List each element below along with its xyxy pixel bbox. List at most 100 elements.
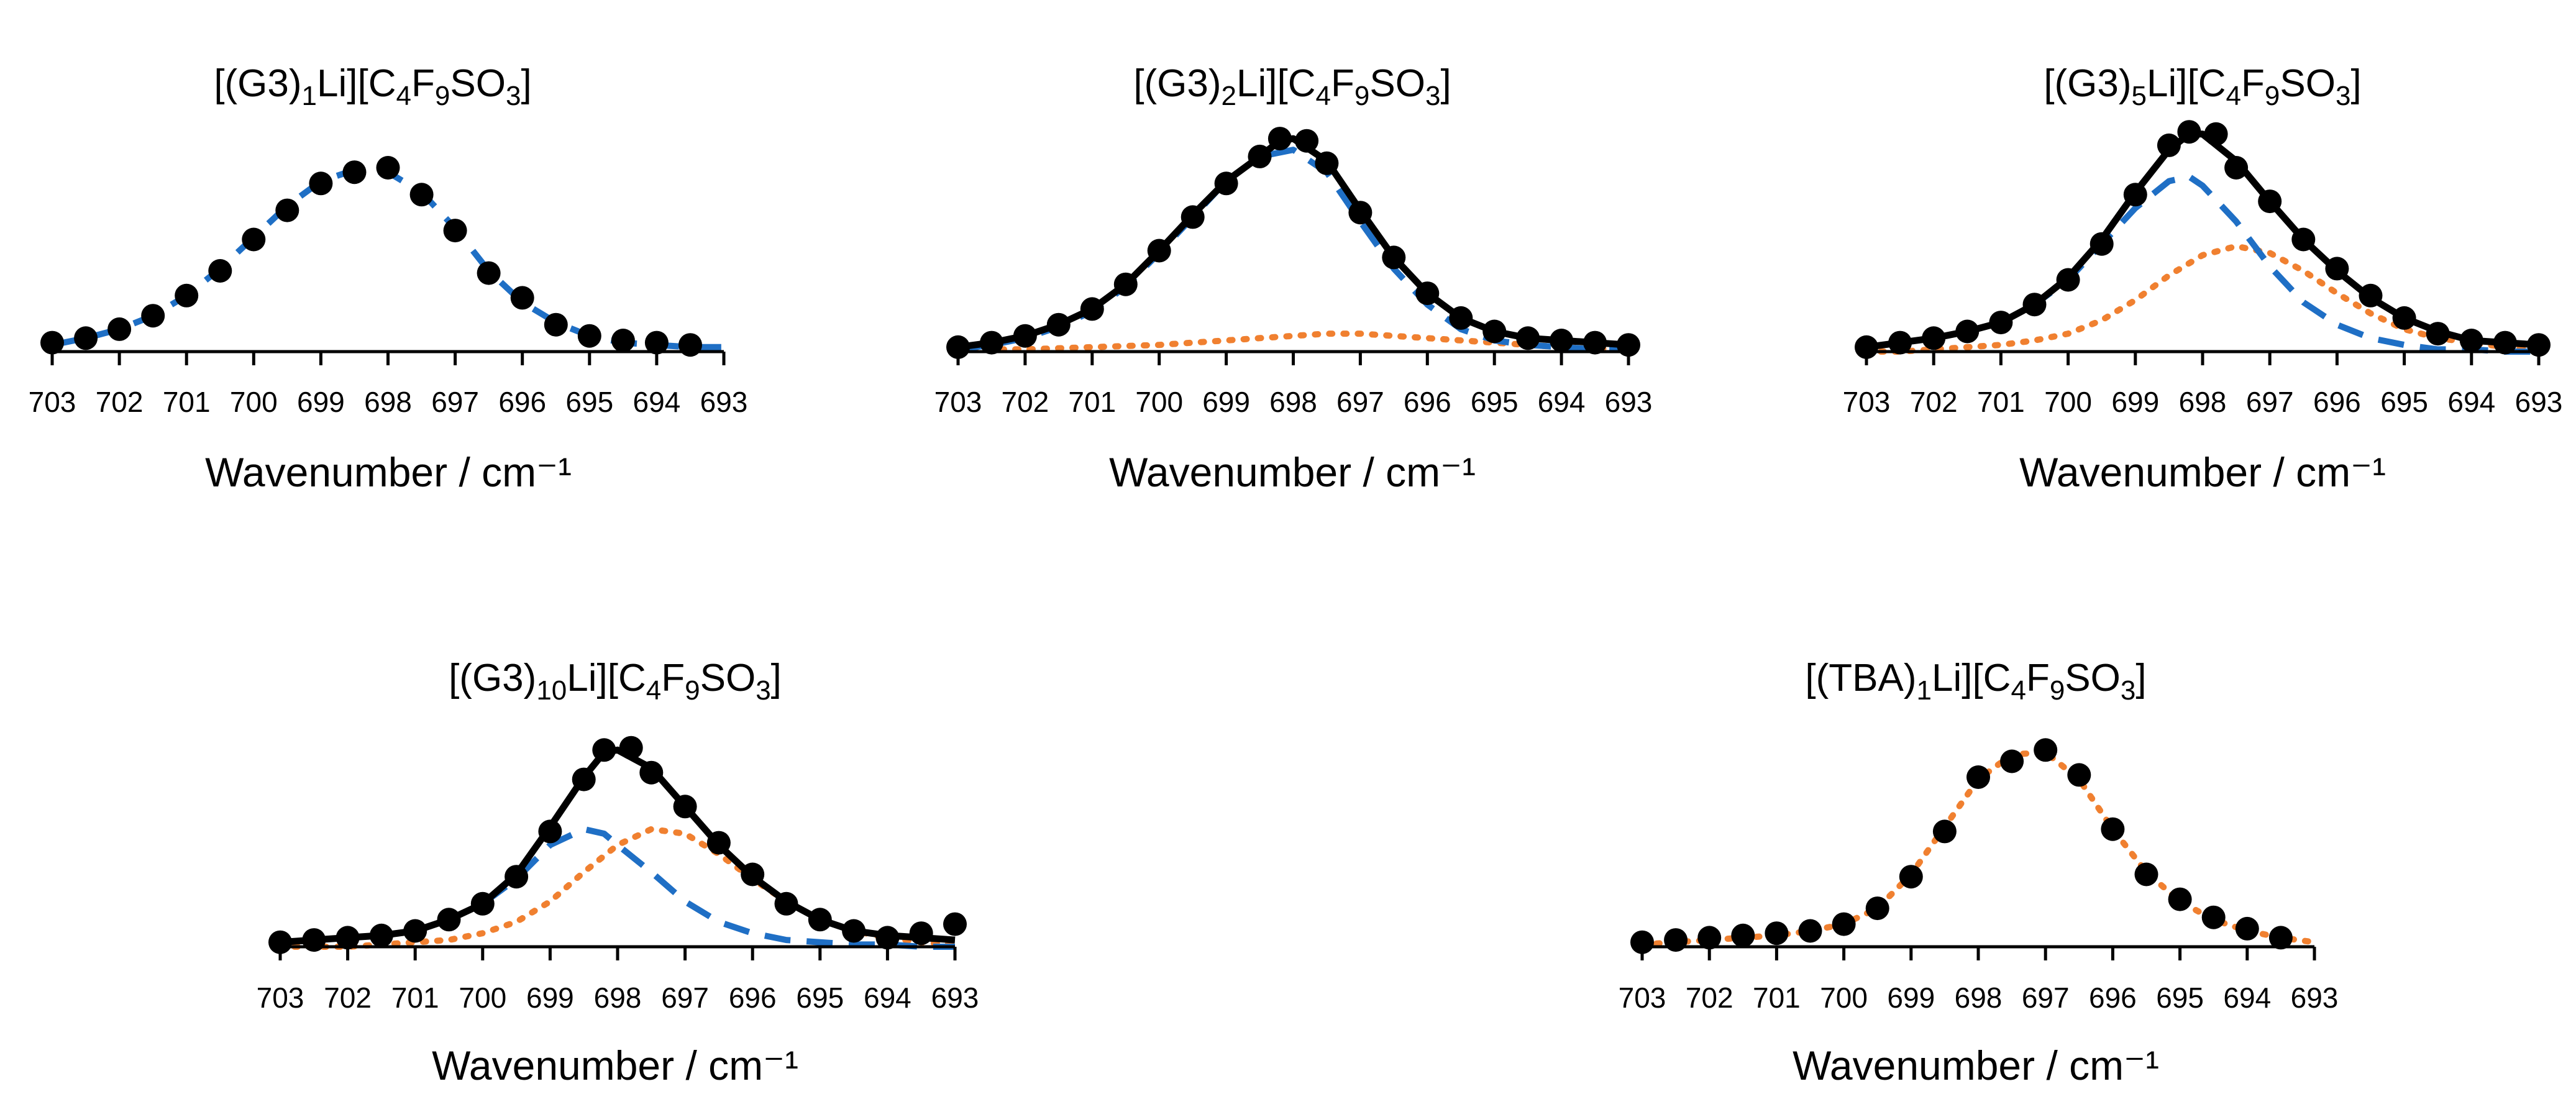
x-tick-label: 696 — [729, 982, 777, 1014]
x-tick-label: 698 — [594, 982, 642, 1014]
x-tick-label: 695 — [2156, 982, 2204, 1014]
data-point — [2201, 905, 2226, 929]
data-point — [2067, 763, 2091, 787]
data-point — [572, 767, 596, 791]
data-point — [1248, 144, 1272, 168]
title-subscript: 4 — [646, 675, 661, 706]
title-subscript: 3 — [2121, 675, 2135, 706]
x-tick-label: 695 — [1471, 386, 1519, 418]
data-point — [741, 862, 765, 886]
title-text-part: F — [661, 657, 685, 700]
x-tick-label: 694 — [1538, 386, 1586, 418]
data-point — [619, 736, 643, 760]
data-point — [1181, 205, 1205, 229]
x-tick-label: 699 — [526, 982, 574, 1014]
title-subscript: 10 — [536, 675, 567, 706]
data-point — [808, 908, 832, 932]
title-text-part: [(G3) — [1133, 62, 1221, 105]
data-point — [1046, 312, 1071, 337]
title-text-part: [(TBA) — [1805, 657, 1916, 700]
x-tick-label: 702 — [1686, 982, 1733, 1014]
title-text-part: F — [2026, 657, 2050, 700]
title-subscript: 9 — [685, 675, 700, 706]
chart-panel-4: [(G3)10Li][C4F9SO3] 703 702 701 700 699 698 697… — [257, 657, 979, 1088]
title-text-part: SO — [700, 657, 756, 700]
title-subscript: 4 — [2011, 675, 2026, 706]
data-point — [544, 312, 568, 337]
x-tick-label: 702 — [1910, 386, 1958, 418]
x-tick-label: 699 — [297, 386, 345, 418]
data-point — [1888, 330, 1912, 355]
data-point — [403, 919, 427, 943]
title-text-part: [(G3) — [449, 657, 536, 700]
title-text-part: SO — [2065, 657, 2121, 700]
title-text-part: ] — [2135, 657, 2146, 700]
data-point — [40, 330, 64, 355]
data-point — [2134, 862, 2158, 886]
x-tick-label: 702 — [324, 982, 372, 1014]
data-point — [2022, 293, 2047, 317]
chart-panel-1: [(G3)1Li][C4F9SO3] 703 702 701 700 699 698 697 6… — [29, 62, 748, 495]
data-point — [342, 160, 367, 185]
data-point — [2459, 329, 2483, 352]
title-subscript: 3 — [506, 81, 521, 111]
x-tick-label: 693 — [931, 982, 979, 1014]
data-point — [470, 891, 495, 916]
data-point — [538, 819, 562, 844]
data-point — [74, 326, 98, 350]
series-line-dashed — [1866, 173, 2539, 355]
x-axis-label: Wavenumber / cm⁻¹ — [205, 449, 572, 495]
data-point — [943, 912, 967, 936]
data-point — [1922, 326, 1946, 350]
chart-panel-2: [(G3)2Li][C4F9SO3] 703 702 701 700 699 698 697 6… — [934, 62, 1653, 495]
title-subscript: 9 — [435, 81, 450, 111]
x-tick-label: 695 — [796, 982, 844, 1014]
chart-title: [(G3)2Li][C4F9SO3] — [1133, 62, 1451, 111]
x-tick-label: 699 — [2111, 386, 2159, 418]
chart-title: [(TBA)1Li][C4F9SO3] — [1805, 657, 2146, 706]
x-tick-label: 696 — [1404, 386, 1451, 418]
data-point — [2177, 120, 2201, 144]
data-point — [107, 317, 132, 341]
data-point — [909, 921, 933, 946]
x-tick-label: 702 — [96, 386, 144, 418]
x-tick-label: 695 — [2380, 386, 2428, 418]
data-point — [1798, 919, 1822, 943]
x-tick-label: 694 — [864, 982, 911, 1014]
data-point — [1013, 324, 1037, 348]
x-tick-label: 700 — [2044, 386, 2092, 418]
x-tick-label: 693 — [700, 386, 748, 418]
x-tick-label: 698 — [1269, 386, 1317, 418]
title-text-part: F — [1331, 62, 1354, 105]
title-text-part: ] — [2350, 62, 2361, 105]
data-point — [141, 304, 165, 328]
x-tick-label: 698 — [2179, 386, 2227, 418]
title-text-part: Li][C — [1236, 62, 1315, 105]
chart-title: [(G3)5Li][C4F9SO3] — [2044, 62, 2361, 111]
data-point — [2359, 283, 2383, 308]
data-point — [2392, 306, 2416, 330]
x-tick-label: 694 — [2447, 386, 2495, 418]
data-point — [1315, 151, 1339, 175]
x-tick-label: 694 — [2223, 982, 2271, 1014]
x-tick-label: 699 — [1887, 982, 1935, 1014]
title-text-part: ] — [521, 62, 531, 105]
data-point — [1989, 311, 2013, 335]
x-tick-label: 703 — [1619, 982, 1666, 1014]
title-text-part: Li][C — [1932, 657, 2011, 700]
data-point — [1832, 912, 1856, 936]
data-point — [2493, 330, 2517, 355]
data-point — [175, 283, 199, 308]
data-point — [1348, 201, 1372, 225]
data-point — [1267, 127, 1292, 151]
x-axis-label: Wavenumber / cm⁻¹ — [1793, 1042, 2159, 1088]
data-point — [1516, 326, 1540, 350]
data-point — [437, 908, 461, 932]
title-subscript: 9 — [2265, 81, 2280, 111]
data-point — [2426, 322, 2450, 346]
data-point — [376, 156, 400, 180]
data-point — [592, 738, 616, 762]
chart-title: [(G3)1Li][C4F9SO3] — [214, 62, 531, 111]
series-line-solid — [280, 746, 956, 946]
